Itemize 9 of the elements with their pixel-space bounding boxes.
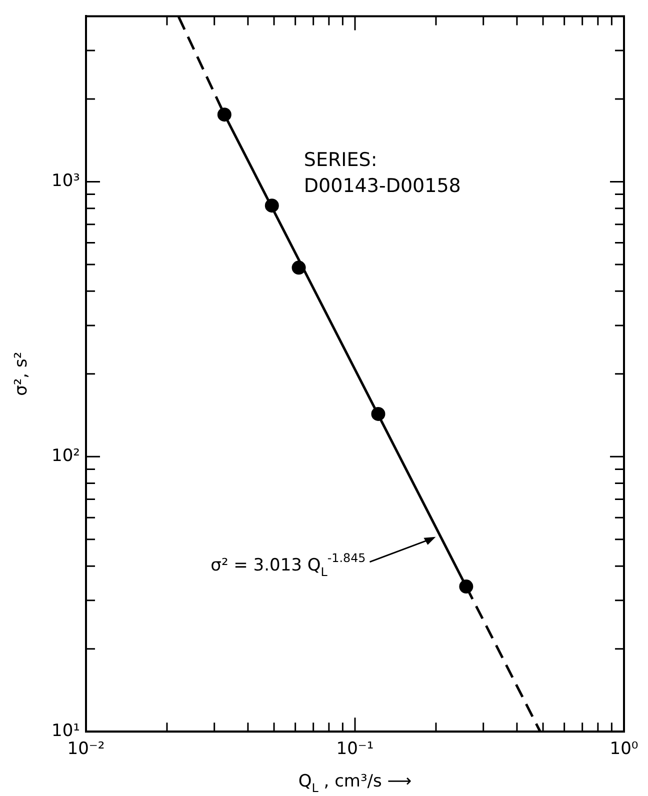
annotation: SERIES: — [304, 149, 378, 172]
y-tick-label: 10² — [52, 446, 80, 466]
annotation: D00143-D00158 — [304, 175, 461, 198]
x-tick-label: 10⁰ — [610, 739, 638, 760]
x-tick-label: 10⁻¹ — [336, 739, 374, 760]
y-axis-title: σ², s² — [11, 352, 32, 396]
x-tick-label: 10⁻² — [67, 739, 105, 760]
y-tick-label: 10³ — [52, 171, 80, 192]
y-tick-label: 10¹ — [52, 721, 80, 742]
